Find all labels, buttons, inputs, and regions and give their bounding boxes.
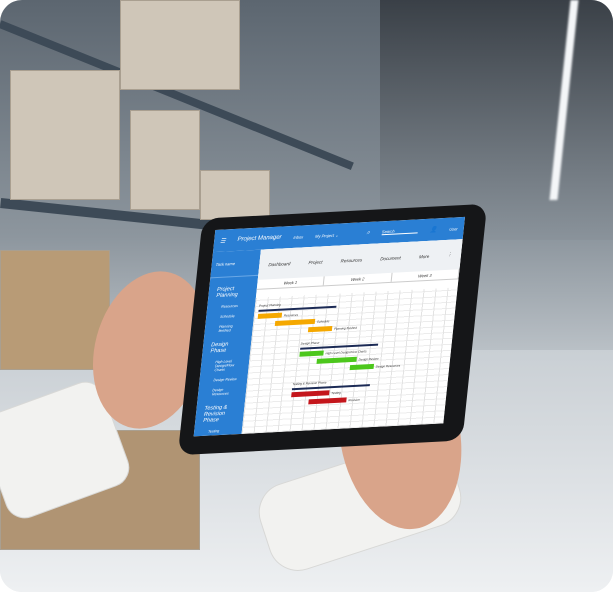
search-input[interactable]: Search [381,227,419,236]
tablet: ☰ Project Manager Inbox My Project ⌄ ⌕ S… [177,203,488,456]
task-label: Revision [348,397,361,403]
phase-label: Design Phase [300,340,320,346]
task-bar[interactable] [349,363,375,371]
app-title: Project Manager [237,234,282,243]
sidebar-header: Task name [210,249,261,279]
task-label: Planning finished [333,325,358,331]
search-icon[interactable]: ⌕ [366,229,371,236]
task-bar[interactable] [307,326,333,333]
task-bar[interactable] [308,397,347,405]
phase-label: Testing & Revision Phase [292,380,327,387]
sidebar-item[interactable]: Design Resources [211,387,229,397]
sidebar-item[interactable]: High Level Design/Flow Charts [214,359,235,373]
more-options-icon[interactable]: ⋮ [447,251,453,257]
sidebar-item[interactable]: Testing & Revision Phase [202,404,228,424]
pallet-box [130,110,200,210]
tab-dashboard[interactable]: Dashboard [268,260,291,267]
sidebar-item[interactable]: Testing [207,429,220,434]
task-bar[interactable] [316,356,357,364]
project-menu[interactable]: My Project ⌄ [314,232,339,239]
tab-resources[interactable]: Resources [340,256,363,263]
menu-icon[interactable]: ☰ [219,237,226,245]
gantt-grid: Project Planning Resources Schedule Plannin… [241,287,458,434]
pallet-box [0,250,110,370]
tab-project[interactable]: Project [308,258,323,265]
ceiling [380,0,613,240]
task-label: High Level Design/Flow Charts [325,349,367,356]
gantt-area: Dashboard Project Resources Document More ⋮ W… [241,239,463,434]
task-label: Design Review [358,356,379,362]
pallet-box [120,0,240,90]
task-bar[interactable] [299,350,324,357]
inbox-link[interactable]: Inbox [293,233,304,240]
sidebar-item[interactable]: Design Phase [210,341,229,355]
task-bar[interactable] [291,390,330,398]
user-label[interactable]: User [449,225,458,232]
sidebar-item[interactable]: Project Planning [216,286,239,300]
tab-more[interactable]: More [418,253,430,259]
tablet-screen: ☰ Project Manager Inbox My Project ⌄ ⌕ S… [193,216,465,437]
user-icon[interactable]: 👤 [429,226,438,234]
task-bar[interactable] [257,312,283,319]
phase-label: Project Planning [258,302,282,308]
pallet-box [10,70,120,200]
tab-document[interactable]: Document [380,254,402,261]
pallet-box [200,170,270,220]
task-label: Schedule [316,319,330,324]
task-label: Resources [283,312,299,318]
sidebar-item[interactable]: Planning finished [218,324,233,333]
task-label: Design Resources [375,363,401,369]
task-label: Testing [331,390,342,396]
task-bar[interactable] [274,318,316,327]
